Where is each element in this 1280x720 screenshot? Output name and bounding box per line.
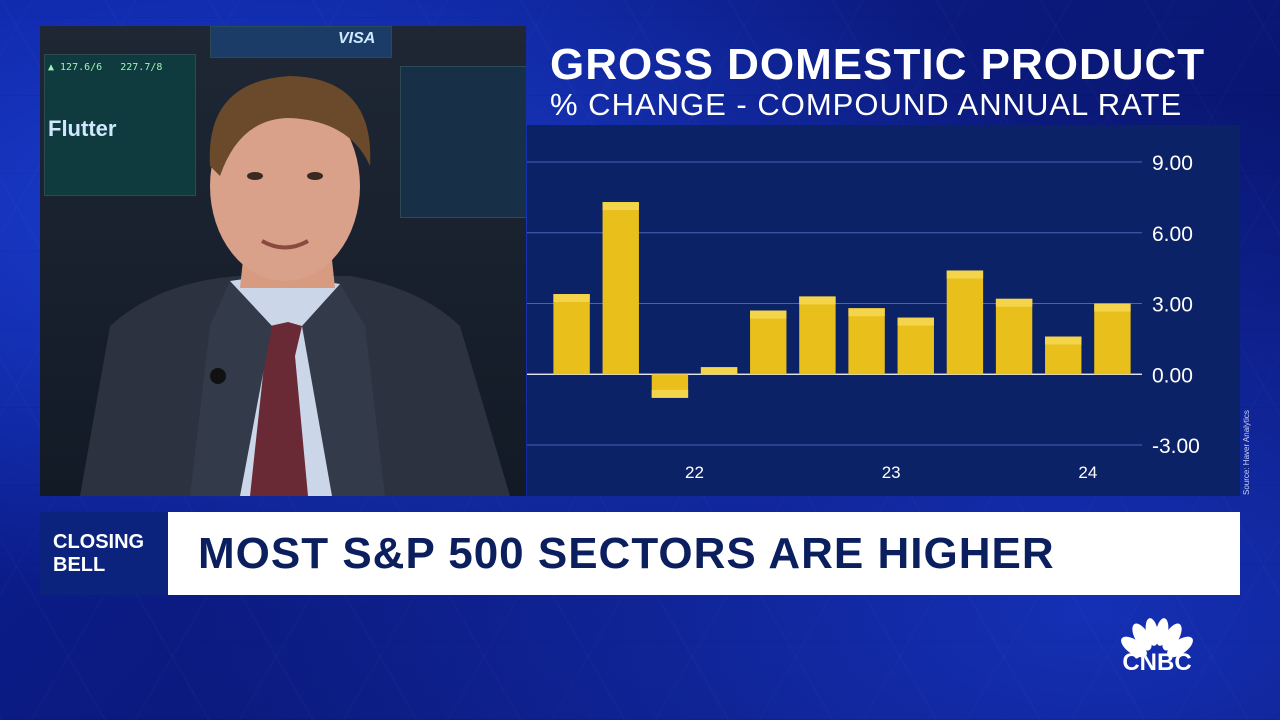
- gdp-bar: [602, 202, 639, 375]
- chart-subtitle: % CHANGE - COMPOUND ANNUAL RATE: [550, 87, 1183, 122]
- gdp-bar-cap: [946, 270, 984, 279]
- gdp-bar-cap: [602, 202, 639, 211]
- gdp-bar-cap: [995, 298, 1033, 307]
- y-tick-label: -3.00: [1152, 435, 1200, 458]
- sign-text: VISA: [338, 30, 376, 47]
- gdp-bar-cap: [700, 367, 738, 375]
- gdp-bar-cap: [553, 294, 590, 303]
- gdp-bar-cap: [651, 389, 689, 398]
- anchor-figure: [80, 76, 510, 496]
- x-tick-label: 24: [1078, 463, 1097, 482]
- y-tick-label: 0.00: [1152, 364, 1193, 387]
- gdp-bar-cap: [1045, 336, 1082, 345]
- gdp-bar-cap: [1094, 303, 1131, 312]
- y-tick-label: 9.00: [1152, 152, 1193, 175]
- monitor-brand: Flutter: [48, 116, 117, 141]
- gdp-bar-chart: 9.00 6.00 3.00 0.00 -3.00 22 23 24: [527, 152, 1200, 482]
- gdp-bar-cap: [848, 308, 885, 317]
- gdp-bar-cap: [799, 296, 836, 305]
- gdp-bar: [553, 294, 590, 375]
- video-feed: ▲ 127.6/6 227.7/8 Flutter VISA: [40, 26, 526, 496]
- gdp-bar: [946, 270, 984, 375]
- peacock-icon: [1121, 618, 1193, 658]
- sign-board: [210, 26, 392, 58]
- background-monitor-right: [400, 66, 526, 218]
- x-tick-label: 23: [882, 463, 901, 482]
- segment-tag-line2: BELL: [53, 553, 106, 576]
- ticker-text: ▲ 127.6/6 227.7/8: [48, 62, 163, 73]
- y-tick-label: 6.00: [1152, 223, 1193, 246]
- gdp-bar: [848, 308, 885, 375]
- chart-title: GROSS DOMESTIC PRODUCT: [550, 40, 1206, 89]
- background-monitor: [44, 54, 196, 196]
- gdp-bar-cap: [750, 310, 787, 319]
- gdp-bar: [1094, 303, 1131, 375]
- chart-source: Source: Haver Analytics: [1242, 410, 1251, 495]
- gdp-bar: [799, 296, 836, 375]
- gdp-bar: [750, 310, 787, 375]
- segment-tag: CLOSING BELL: [40, 512, 168, 595]
- x-tick-label: 22: [685, 463, 704, 482]
- gdp-bar-cap: [897, 317, 934, 326]
- y-tick-label: 3.00: [1152, 294, 1193, 317]
- segment-tag-line1: CLOSING: [53, 530, 145, 553]
- headline-bar: MOST S&P 500 SECTORS ARE HIGHER: [168, 512, 1240, 595]
- chart-panel: 9.00 6.00 3.00 0.00 -3.00 22 23 24: [527, 125, 1240, 496]
- network-logo-text: CNBC: [1122, 649, 1192, 676]
- headline-text: MOST S&P 500 SECTORS ARE HIGHER: [198, 528, 1055, 578]
- gdp-bar: [995, 298, 1033, 375]
- gdp-bar: [897, 317, 934, 375]
